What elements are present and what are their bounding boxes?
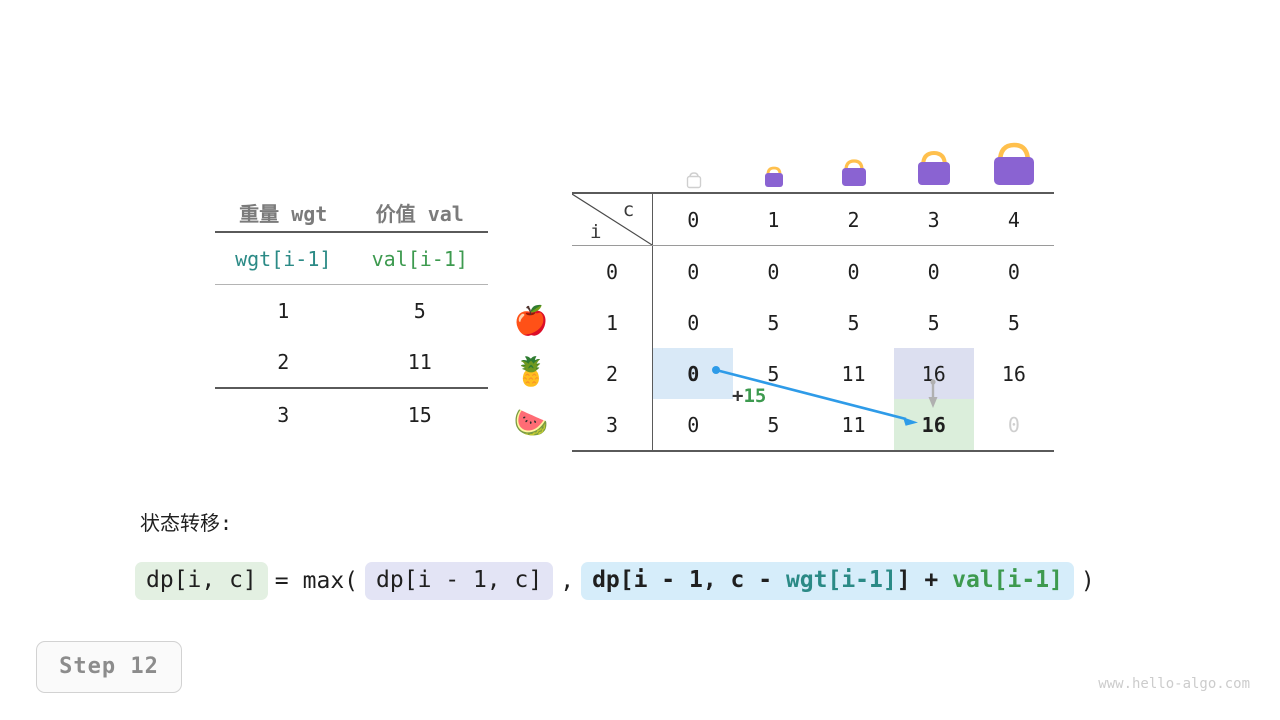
- table-row: 3 0 5 11 16 0: [572, 399, 1054, 452]
- formula-max-open: max(: [302, 568, 359, 594]
- dp-cell-1-4: 5: [1007, 310, 1020, 335]
- dp-cell-0-3: 0: [927, 259, 940, 284]
- dp-cell-2-0: 0: [652, 348, 734, 399]
- items-header-wgt: 重量 wgt: [215, 193, 352, 233]
- formula-term2: dp[i - 1, c - wgt[i-1]] + val[i-1]: [581, 562, 1074, 600]
- dp-row-header-2: 2: [572, 348, 654, 399]
- gain-annotation: +15: [732, 385, 766, 407]
- dp-corner-col-label: c: [622, 199, 635, 221]
- formula-term2-part-2: ] +: [896, 567, 953, 593]
- bag-icon-capacity-3: [894, 142, 974, 190]
- dp-cell-3-3: 16: [893, 399, 974, 452]
- formula-comma: ,: [560, 568, 575, 594]
- dp-cell-2-4: 16: [1001, 361, 1026, 386]
- dp-col-header-1: 1: [733, 192, 814, 246]
- formula-term1: dp[i - 1, c]: [365, 562, 554, 600]
- bag-icon-capacity-0: [654, 168, 734, 190]
- formula-term2-wgt: wgt[i-1]: [785, 567, 897, 593]
- dp-col-header-0: 0: [652, 192, 734, 246]
- dp-corner-row-label: i: [590, 221, 602, 243]
- items-header-row: 重量 wgt 价值 val: [215, 193, 488, 233]
- formula-term2-val: val[i-1]: [952, 567, 1063, 593]
- bag-capacity-row: [654, 110, 1054, 190]
- bag-icon-capacity-2: [814, 152, 894, 190]
- gain-value: 15: [743, 385, 767, 407]
- dp-cell-3-0: 0: [652, 399, 734, 452]
- items-table: 重量 wgt 价值 val wgt[i-1] val[i-1] 1 5 2 11…: [215, 193, 488, 440]
- item-value-1: 5: [413, 298, 426, 323]
- items-subheader-val: val[i-1]: [351, 232, 488, 285]
- item-weight-3: 3: [215, 387, 352, 440]
- dp-col-header-4: 4: [973, 192, 1054, 246]
- bag-icon-capacity-1: [734, 160, 814, 190]
- items-subheader-wgt: wgt[i-1]: [215, 232, 352, 285]
- formula-lhs: dp[i, c]: [135, 562, 268, 600]
- pineapple-icon: 🍍: [513, 355, 549, 388]
- dp-cell-0-1: 0: [767, 259, 780, 284]
- dp-cell-0-4: 0: [1007, 259, 1020, 284]
- item-value-2: 11: [407, 349, 432, 374]
- dp-col-header-3: 3: [893, 192, 974, 246]
- items-subheader-row: wgt[i-1] val[i-1]: [215, 232, 488, 285]
- formula-close-paren: ): [1080, 568, 1095, 594]
- dp-grid: c i 0 1 2 3 4 0 0 0 0 0 0 1 0 5 5 5 5 2: [572, 192, 1054, 452]
- dp-header-row: c i 0 1 2 3 4: [572, 192, 1054, 246]
- step-badge: Step 12: [36, 641, 182, 693]
- table-row: 1 0 5 5 5 5: [572, 297, 1054, 348]
- dp-cell-2-3: 16: [893, 348, 974, 399]
- formula-term2-part-0: dp[i - 1, c -: [592, 567, 786, 593]
- dp-cell-0-0: 0: [687, 259, 700, 284]
- dp-table: c i 0 1 2 3 4 0 0 0 0 0 0 1 0 5 5 5 5 2: [572, 192, 1054, 452]
- dp-row-header-1: 1: [572, 297, 654, 348]
- table-row: 3 15: [215, 387, 488, 440]
- dp-corner-cell: c i: [572, 192, 654, 246]
- items-header-val: 价值 val: [351, 193, 488, 233]
- dp-cell-1-1: 5: [767, 310, 780, 335]
- dp-cell-1-0: 0: [687, 310, 700, 335]
- transition-formula: dp[i, c] = max( dp[i - 1, c] , dp[i - 1,…: [135, 558, 1102, 604]
- table-row: 1 5: [215, 285, 488, 337]
- item-weight-1: 1: [277, 298, 290, 323]
- watermelon-icon: 🍉: [513, 406, 549, 439]
- table-row: 2 0 5 11 16 16: [572, 348, 1054, 399]
- bag-icon-capacity-4: [974, 132, 1054, 190]
- dp-cell-1-3: 5: [927, 310, 940, 335]
- dp-col-header-2: 2: [813, 192, 894, 246]
- item-weight-2: 2: [277, 349, 290, 374]
- transition-label: 状态转移:: [140, 511, 233, 535]
- gain-plus-sign: +: [732, 385, 744, 407]
- item-icon-column: 🍎 🍍 🍉: [505, 295, 557, 448]
- watermark: www.hello-algo.com: [1098, 676, 1250, 692]
- dp-row-header-3: 3: [572, 399, 654, 452]
- dp-cell-3-2: 11: [813, 399, 894, 452]
- dp-cell-2-2: 11: [841, 361, 866, 386]
- formula-equals: =: [274, 568, 289, 594]
- dp-cell-1-2: 5: [847, 310, 860, 335]
- table-row: 2 11: [215, 336, 488, 388]
- dp-cell-3-4: 0: [973, 399, 1054, 452]
- table-row: 0 0 0 0 0 0: [572, 245, 1054, 297]
- dp-cell-0-2: 0: [847, 259, 860, 284]
- items-table-grid: 重量 wgt 价值 val wgt[i-1] val[i-1] 1 5 2 11…: [215, 193, 488, 440]
- apple-icon: 🍎: [513, 304, 549, 337]
- dp-row-header-0: 0: [572, 245, 654, 297]
- item-value-3: 15: [351, 387, 488, 440]
